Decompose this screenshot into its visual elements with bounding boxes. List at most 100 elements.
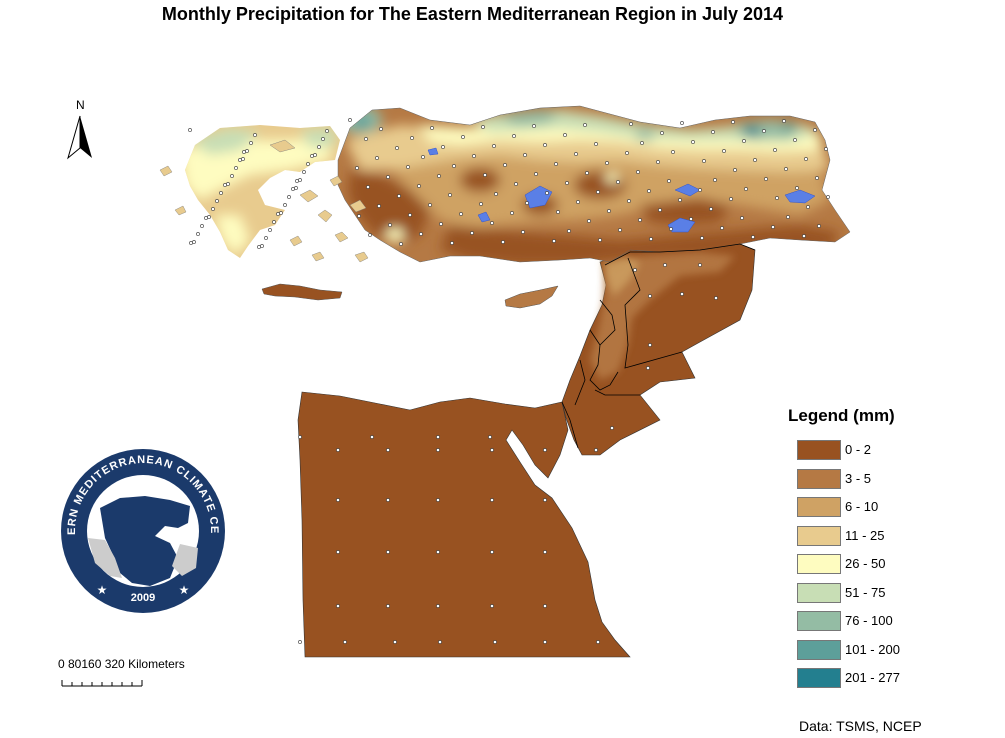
station-point: [817, 224, 821, 228]
station-point: [567, 229, 571, 233]
station-point: [521, 230, 525, 234]
station-point: [669, 227, 673, 231]
legend-label: 0 - 2: [845, 442, 872, 457]
station-point: [317, 145, 321, 149]
station-point: [618, 228, 622, 232]
legend-swatch: [797, 582, 841, 603]
station-point: [545, 191, 549, 195]
station-point: [336, 498, 340, 502]
station-point: [585, 171, 589, 175]
station-point: [450, 241, 454, 245]
station-point: [494, 192, 498, 196]
station-point: [436, 448, 440, 452]
station-point: [583, 123, 587, 127]
station-point: [481, 125, 485, 129]
station-point: [678, 198, 682, 202]
station-point: [605, 161, 609, 165]
station-point: [336, 448, 340, 452]
station-point: [364, 137, 368, 141]
station-point: [702, 159, 706, 163]
station-point: [439, 222, 443, 226]
station-point: [625, 151, 629, 155]
station-point: [751, 235, 755, 239]
station-point: [417, 184, 421, 188]
aegean-islands: [159, 139, 369, 263]
station-point: [656, 160, 660, 164]
station-point: [386, 448, 390, 452]
station-point: [215, 199, 219, 203]
station-point: [556, 210, 560, 214]
station-point: [543, 498, 547, 502]
station-point: [667, 179, 671, 183]
station-point: [490, 498, 494, 502]
emcc-logo: EASTERN MEDITERRANEAN CLIMATE CENTRE 200…: [60, 448, 225, 613]
station-point: [386, 175, 390, 179]
station-point: [638, 218, 642, 222]
station-point: [627, 199, 631, 203]
station-point: [647, 189, 651, 193]
station-point: [784, 167, 788, 171]
legend-label: 6 - 10: [845, 499, 879, 514]
station-point: [436, 498, 440, 502]
station-point: [813, 128, 817, 132]
station-point: [640, 141, 644, 145]
station-point: [691, 140, 695, 144]
station-point: [744, 187, 748, 191]
station-point: [272, 220, 276, 224]
legend-swatch: [797, 639, 841, 660]
station-point: [196, 232, 200, 236]
station-point: [594, 448, 598, 452]
station-point: [543, 143, 547, 147]
station-point: [366, 185, 370, 189]
legend-swatch: [797, 611, 841, 631]
legend-swatch: [797, 554, 841, 574]
station-point: [295, 179, 299, 183]
station-point: [596, 190, 600, 194]
station-point: [438, 640, 442, 644]
egypt-region: [297, 391, 631, 658]
station-point: [806, 205, 810, 209]
station-point: [795, 186, 799, 190]
station-point: [204, 216, 208, 220]
station-point: [534, 172, 538, 176]
station-point: [441, 145, 445, 149]
station-point: [395, 146, 399, 150]
station-point: [479, 202, 483, 206]
greece-region: [185, 125, 340, 258]
station-point: [287, 195, 291, 199]
station-point: [689, 217, 693, 221]
station-point: [357, 214, 361, 218]
legend-label: 26 - 50: [845, 556, 886, 571]
station-point: [510, 211, 514, 215]
station-point: [786, 215, 790, 219]
station-point: [430, 126, 434, 130]
station-point: [492, 144, 496, 148]
station-point: [470, 231, 474, 235]
station-point: [711, 130, 715, 134]
station-point: [523, 153, 527, 157]
north-label: N: [76, 98, 85, 112]
station-point: [298, 640, 302, 644]
station-point: [343, 640, 347, 644]
station-point: [310, 154, 314, 158]
legend-label: 3 - 5: [845, 470, 872, 486]
station-point: [616, 180, 620, 184]
station-point: [321, 137, 325, 141]
station-point: [680, 121, 684, 125]
station-point: [753, 158, 757, 162]
station-point: [565, 181, 569, 185]
station-point: [436, 550, 440, 554]
data-source: Data: TSMS, NCEP: [799, 718, 922, 734]
scale-bar-graphic: [61, 680, 143, 687]
station-point: [348, 118, 352, 122]
station-point: [490, 221, 494, 225]
north-arrow-icon: [67, 115, 92, 160]
station-point: [563, 133, 567, 137]
station-point: [680, 292, 684, 296]
station-point: [302, 170, 306, 174]
lakes: [427, 147, 816, 233]
station-point: [775, 196, 779, 200]
levant-band-2: [602, 256, 640, 296]
station-point: [386, 498, 390, 502]
station-point: [554, 162, 558, 166]
